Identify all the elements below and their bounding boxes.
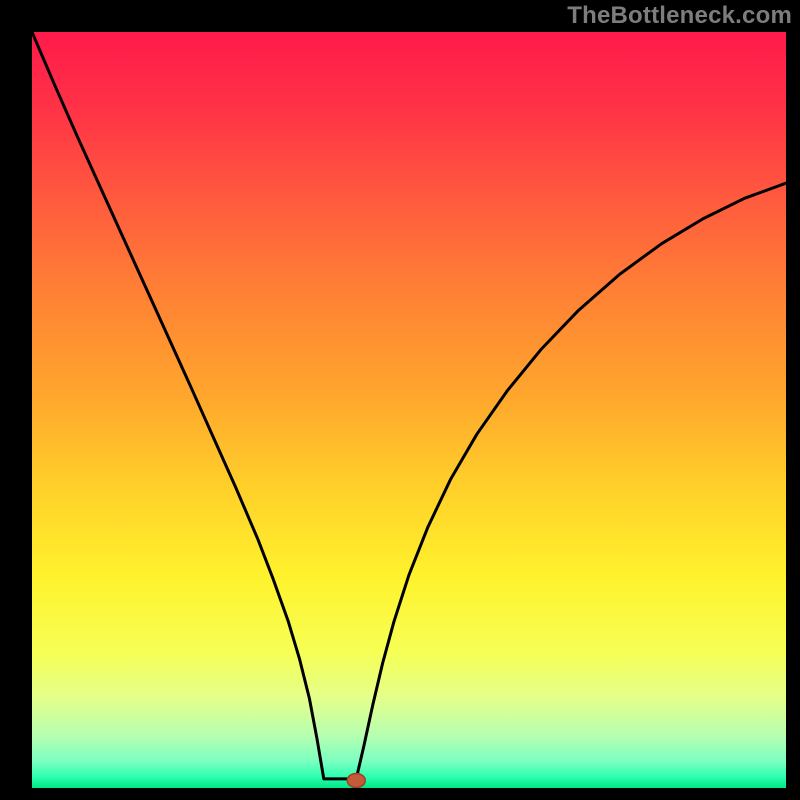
plot-area: [32, 32, 786, 788]
gradient-background: [32, 32, 786, 788]
bottleneck-chart: [32, 32, 786, 788]
watermark-text: TheBottleneck.com: [567, 2, 792, 30]
optimum-marker: [347, 773, 365, 787]
